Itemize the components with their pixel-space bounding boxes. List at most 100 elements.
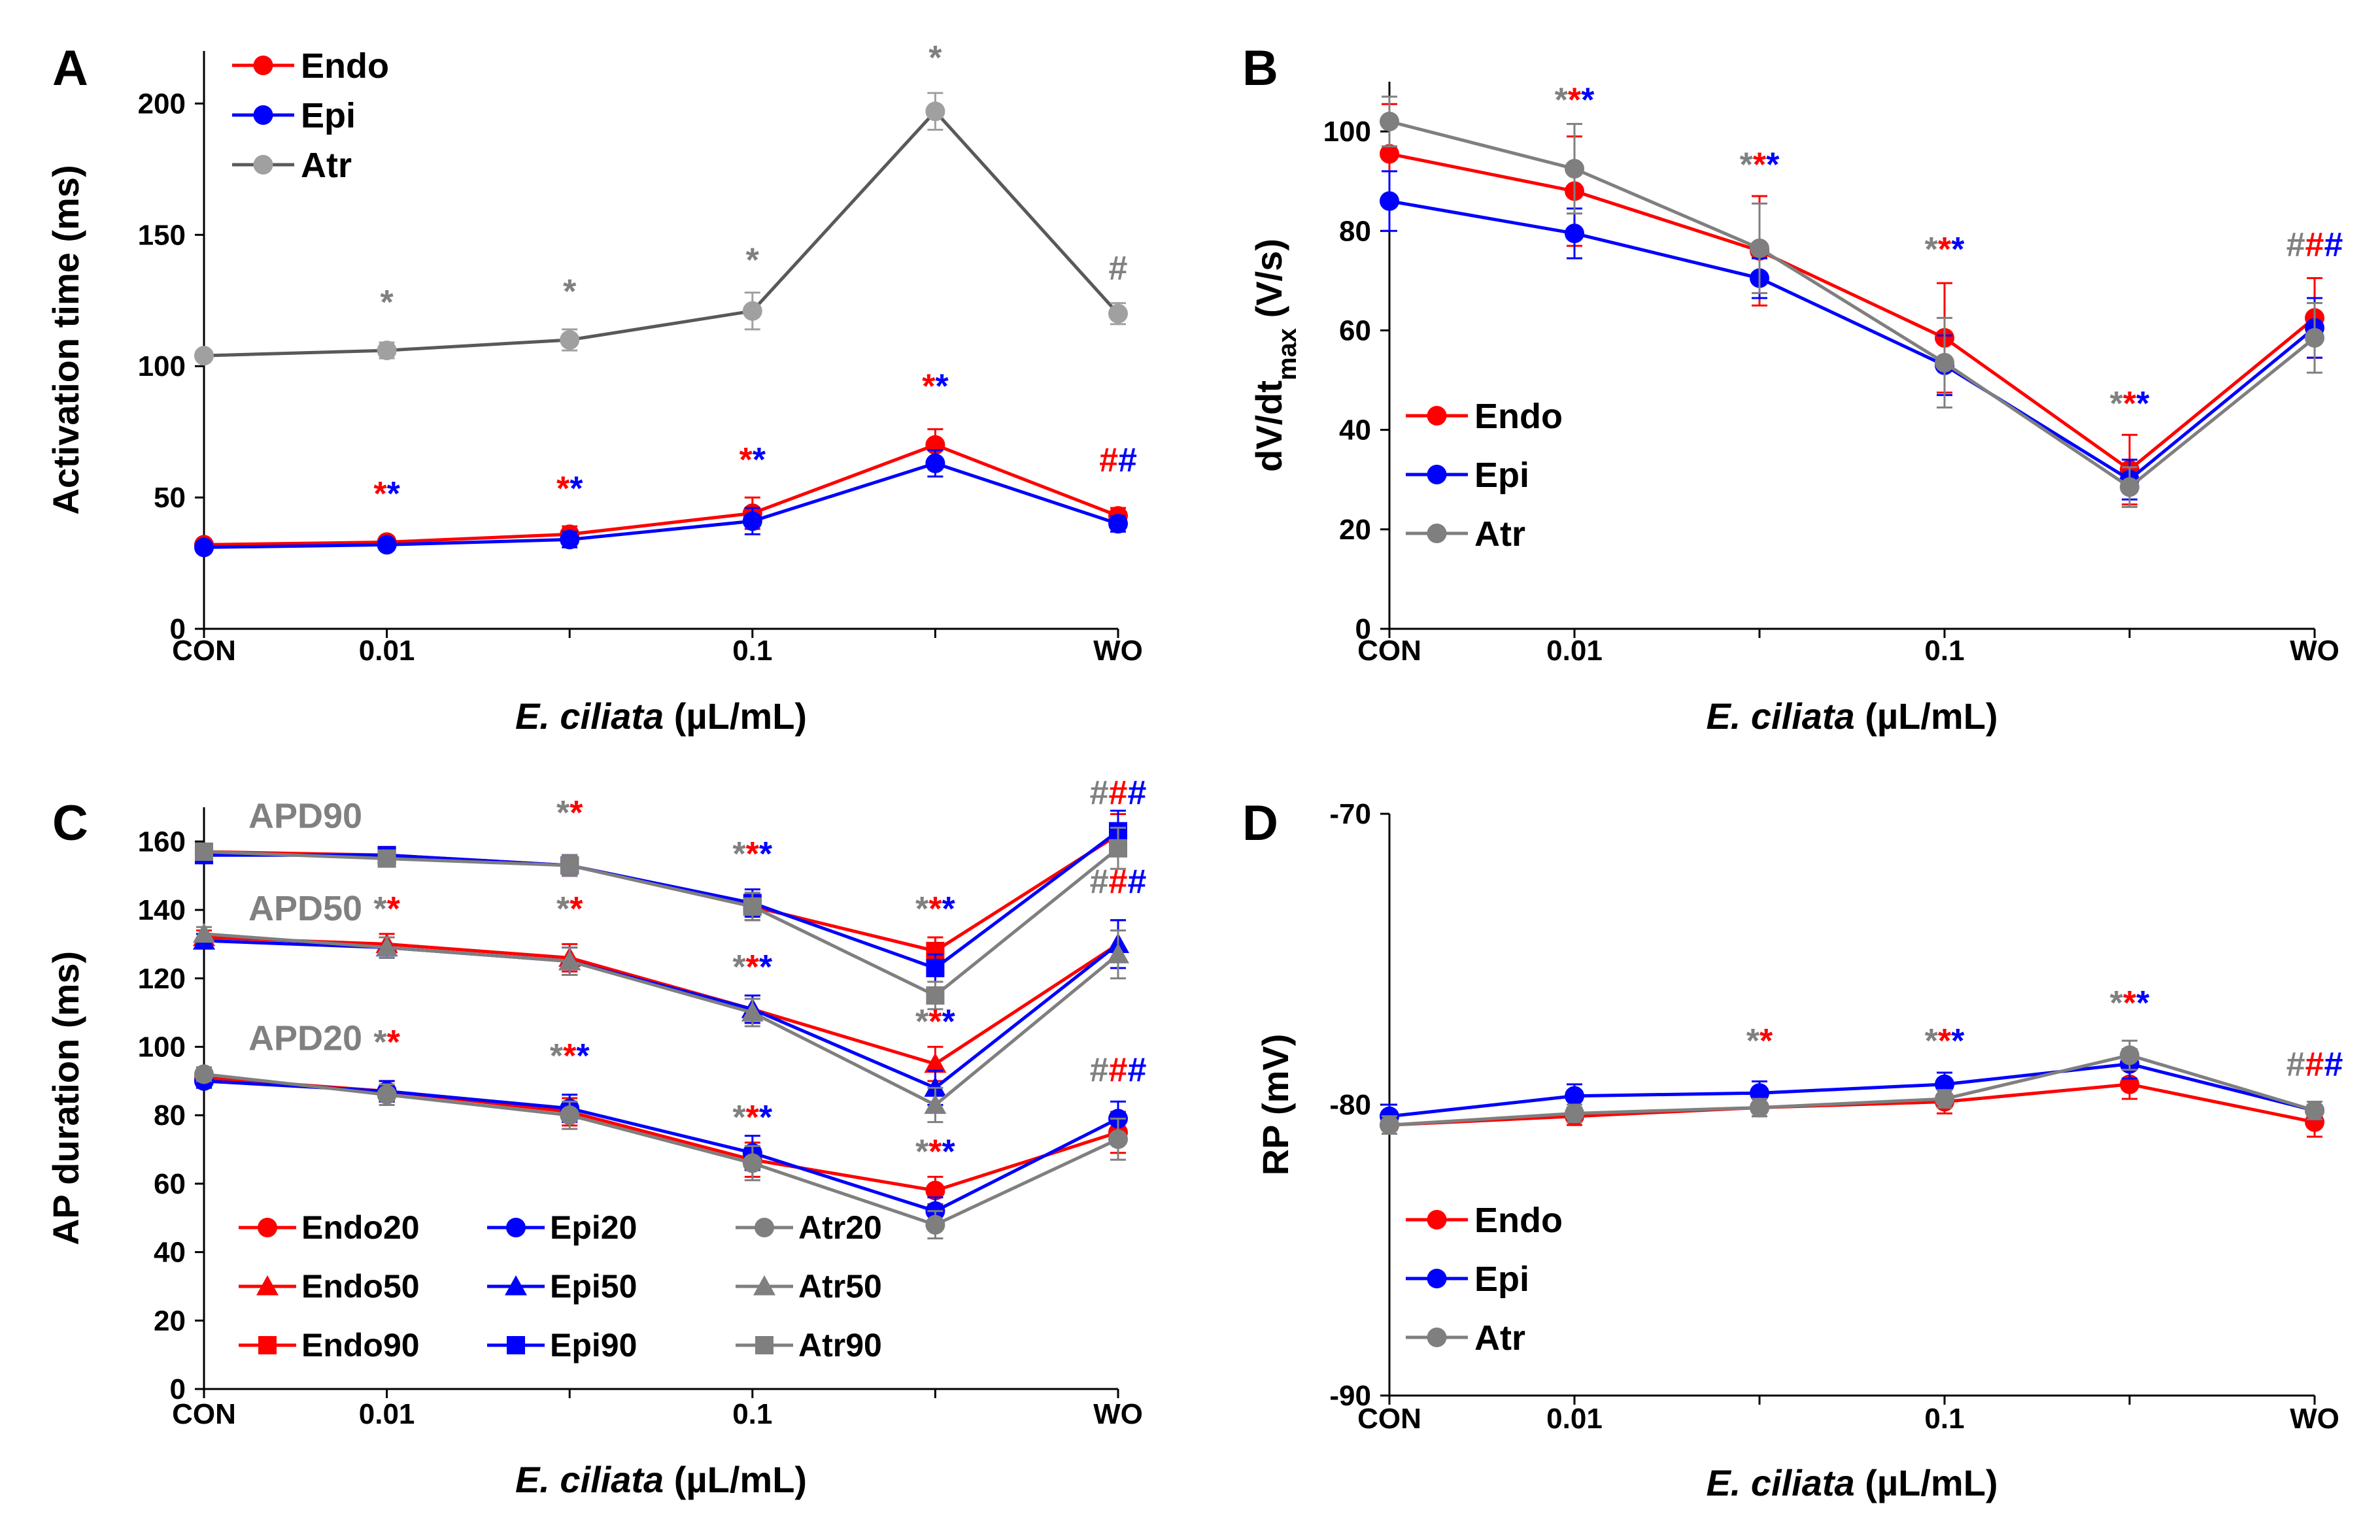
- significance-symbol: *: [2110, 984, 2124, 1022]
- significance-symbol: *: [1938, 231, 1952, 269]
- significance-mark: ***: [732, 948, 773, 986]
- significance-symbol: #: [2286, 226, 2305, 263]
- legend-label: Atr: [1474, 514, 1525, 554]
- significance-symbol: *: [1938, 1022, 1952, 1060]
- legend: Endo20 Endo50 Endo90 Epi20 Epi50 Epi90 Atr20 At…: [239, 1209, 882, 1364]
- y-tick-label: 60: [154, 1168, 186, 1200]
- significance-mark: *: [746, 242, 760, 280]
- x-axis-title: E. ciliata (µL/mL): [1706, 695, 1998, 737]
- data-point-atr20: [560, 1105, 580, 1126]
- significance-symbol: *: [563, 273, 577, 311]
- significance-symbol: *: [556, 470, 570, 508]
- significance-symbol: #: [1127, 863, 1146, 901]
- significance-symbol: *: [732, 1099, 746, 1137]
- significance-mark: *: [563, 273, 577, 311]
- series-atr50: [193, 922, 1129, 1124]
- x-tick-label: CON: [172, 635, 236, 667]
- x-tick-label: WO: [1093, 1398, 1143, 1430]
- significance-symbol: *: [1951, 1022, 1965, 1060]
- group-label: APD20: [248, 1019, 362, 1058]
- legend-marker: [253, 105, 273, 125]
- data-point-atr50: [741, 1001, 764, 1022]
- significance-symbol: *: [373, 475, 387, 513]
- data-point-atr90: [377, 849, 396, 868]
- legend-label: Epi: [1474, 456, 1529, 495]
- legend-marker: [258, 1218, 277, 1237]
- y-tick-label: 40: [1339, 414, 1371, 446]
- significance-symbol: *: [753, 441, 766, 479]
- legend-label: Atr: [301, 146, 352, 185]
- significance-mark: ***: [1740, 146, 1780, 184]
- x-tick-label: 0.1: [1924, 1403, 1964, 1435]
- significance-symbol: *: [373, 1024, 387, 1062]
- significance-symbol: *: [576, 1037, 590, 1075]
- significance-symbol: *: [942, 1133, 956, 1171]
- significance-mark: **: [373, 1024, 400, 1062]
- data-point-atr: [1565, 1103, 1584, 1124]
- series-line-atr: [203, 109, 1119, 358]
- y-tick-label: 150: [138, 219, 186, 251]
- data-point-atr: [377, 341, 397, 361]
- panel-a: A 0 50 100 150 200 CON 0.01 0.1 WO E. ciliata (µL/…: [45, 39, 1143, 737]
- significance-symbol: #: [1118, 441, 1137, 479]
- legend-marker: [1427, 524, 1447, 543]
- x-tick-label: 0.01: [1546, 635, 1603, 667]
- data-point-atr: [2120, 477, 2139, 497]
- significance-mark: ###: [2286, 1046, 2343, 1084]
- significance-symbol: *: [746, 948, 760, 986]
- y-axis-title-main: AP duration (ms): [45, 951, 86, 1245]
- y-tick-label: 0: [1355, 613, 1371, 645]
- y-axis-title-main: dV/dt: [1248, 380, 1289, 472]
- significance-mark: **: [556, 470, 583, 508]
- significance-symbol: *: [570, 470, 583, 508]
- series-line-atr: [1389, 120, 2316, 490]
- data-point-epi: [925, 453, 945, 473]
- legend-label: Endo50: [301, 1268, 420, 1305]
- significance-symbol: *: [928, 39, 942, 77]
- significance-mark: ###: [1090, 863, 1147, 901]
- data-point-atr20: [1108, 1129, 1128, 1149]
- significance-symbol: *: [1740, 146, 1754, 184]
- series-atr: [1380, 95, 2324, 509]
- series-line-endo20: [203, 1076, 1119, 1192]
- legend-marker: [1427, 406, 1447, 426]
- significance-mark: *: [928, 39, 942, 77]
- significance-symbol: #: [1109, 250, 1128, 288]
- significance-symbol: *: [380, 284, 394, 322]
- y-tick-label: 40: [154, 1237, 186, 1269]
- significance-symbol: #: [2324, 1046, 2343, 1084]
- legend-marker: [755, 1218, 774, 1237]
- significance-symbol: *: [732, 948, 746, 986]
- significance-symbol: *: [942, 890, 956, 928]
- y-tick-label: 140: [138, 894, 186, 926]
- data-point-epi: [377, 535, 397, 555]
- series-line-endo50: [203, 935, 1119, 1066]
- y-tick-label: 60: [1339, 314, 1371, 346]
- significance-symbol: *: [570, 890, 583, 928]
- y-tick-label: 20: [1339, 514, 1371, 546]
- significance-symbol: *: [550, 1037, 564, 1075]
- data-point-atr90: [926, 986, 945, 1005]
- data-point-epi: [742, 511, 762, 531]
- data-point-atr90: [743, 897, 762, 916]
- legend-label: Epi: [1474, 1260, 1529, 1299]
- significance-symbol: *: [2136, 385, 2150, 423]
- data-point-epi: [1108, 514, 1128, 534]
- legend-label: Atr50: [798, 1268, 882, 1305]
- significance-symbol: #: [1109, 1051, 1128, 1089]
- x-tick-label: 0.1: [1924, 635, 1964, 667]
- series-line-epi90: [204, 829, 1119, 970]
- y-tick-label: 160: [138, 826, 186, 858]
- series-line-endo: [1389, 152, 2316, 472]
- panel-letter: C: [52, 795, 88, 851]
- significance-symbol: #: [1127, 774, 1146, 812]
- significance-symbol: *: [759, 1099, 773, 1137]
- series-epi: [194, 449, 1128, 558]
- significance-symbol: *: [556, 794, 570, 832]
- legend-marker: [1427, 1269, 1447, 1288]
- data-point-atr90: [1109, 839, 1127, 858]
- significance-symbol: *: [1555, 82, 1569, 120]
- legend-label: Atr: [1474, 1318, 1525, 1358]
- data-point-epi: [560, 529, 580, 550]
- series-epi50: [193, 919, 1129, 1106]
